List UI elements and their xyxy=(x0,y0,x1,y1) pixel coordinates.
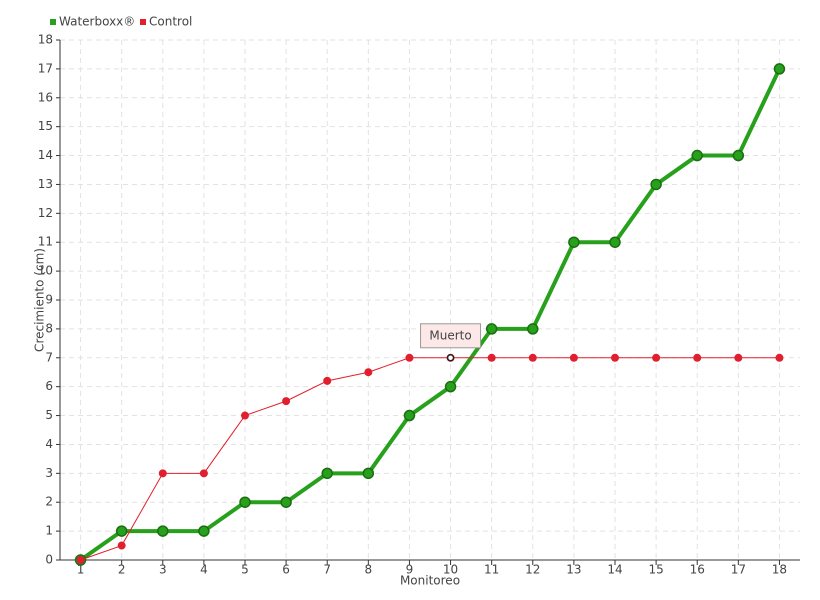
data-point xyxy=(403,409,416,422)
data-point xyxy=(117,541,126,550)
x-tick-label: 15 xyxy=(648,563,663,577)
data-point xyxy=(528,353,537,362)
y-tick-label: 15 xyxy=(38,119,53,133)
x-tick-label: 3 xyxy=(159,563,167,577)
data-point xyxy=(364,368,373,377)
data-point xyxy=(241,411,249,420)
data-point xyxy=(444,380,457,393)
data-point xyxy=(732,149,745,162)
y-tick-label: 16 xyxy=(38,90,53,104)
y-tick-label: 3 xyxy=(45,466,53,480)
x-tick-label: 11 xyxy=(484,563,499,577)
data-point xyxy=(76,556,85,564)
data-point xyxy=(115,525,128,537)
data-point xyxy=(198,525,210,537)
legend-swatch xyxy=(50,19,56,25)
data-point xyxy=(405,353,414,362)
legend-swatch xyxy=(140,19,146,25)
y-tick-label: 18 xyxy=(38,33,53,47)
x-tick-label: 4 xyxy=(200,563,208,577)
data-point xyxy=(321,467,333,480)
data-point xyxy=(362,467,375,480)
y-tick-label: 14 xyxy=(38,148,53,162)
data-point xyxy=(773,63,786,75)
data-point xyxy=(569,353,578,362)
x-tick-label: 17 xyxy=(731,563,746,577)
legend-label: Control xyxy=(149,15,192,29)
annotation-text: Muerto xyxy=(429,328,471,342)
data-point xyxy=(693,353,702,362)
x-tick-label: 1 xyxy=(77,563,85,577)
x-tick-label: 8 xyxy=(365,563,373,577)
y-tick-label: 11 xyxy=(38,235,53,249)
x-tick-label: 14 xyxy=(607,563,622,577)
y-tick-label: 8 xyxy=(45,321,53,335)
data-point xyxy=(734,353,743,362)
data-point xyxy=(568,236,580,248)
data-point xyxy=(775,353,784,362)
data-point xyxy=(280,496,292,508)
y-tick-label: 7 xyxy=(45,350,53,364)
data-point xyxy=(527,323,539,335)
y-tick-label: 17 xyxy=(38,61,53,75)
series-line xyxy=(79,68,782,562)
y-tick-label: 2 xyxy=(45,495,53,509)
y-tick-label: 10 xyxy=(38,264,53,278)
data-point xyxy=(323,376,332,385)
y-tick-label: 0 xyxy=(45,553,53,567)
data-point xyxy=(611,353,619,362)
x-tick-label: 13 xyxy=(566,563,581,577)
y-tick-label: 4 xyxy=(45,437,53,451)
y-tick-label: 6 xyxy=(45,379,53,393)
annotation-point xyxy=(446,354,455,362)
x-tick-label: 10 xyxy=(443,563,458,577)
x-tick-label: 2 xyxy=(118,563,126,577)
y-axis-label: Crecimiento (cm) xyxy=(33,248,47,352)
data-point xyxy=(650,178,662,191)
legend-label: Waterboxx® xyxy=(59,15,135,29)
y-tick-label: 9 xyxy=(45,293,53,307)
data-point xyxy=(609,236,621,248)
data-point xyxy=(239,496,251,508)
data-point xyxy=(485,323,498,335)
data-point xyxy=(487,353,496,362)
x-tick-label: 6 xyxy=(282,563,290,577)
data-point xyxy=(199,469,208,478)
x-tick-label: 12 xyxy=(525,563,540,577)
data-point xyxy=(158,469,167,478)
y-tick-label: 13 xyxy=(38,177,53,191)
data-point xyxy=(157,525,169,537)
y-tick-label: 1 xyxy=(45,524,53,538)
y-tick-label: 5 xyxy=(45,408,53,422)
x-tick-label: 7 xyxy=(323,563,331,577)
x-axis-label: Monitoreo xyxy=(400,574,460,588)
x-tick-label: 16 xyxy=(690,563,705,577)
data-point xyxy=(652,353,661,362)
data-point xyxy=(691,149,703,162)
y-tick-label: 12 xyxy=(38,206,53,220)
data-point xyxy=(282,397,291,406)
x-tick-label: 9 xyxy=(406,563,414,577)
x-tick-label: 18 xyxy=(772,563,787,577)
x-tick-label: 5 xyxy=(241,563,249,577)
annotation-box xyxy=(420,323,482,349)
series-line xyxy=(80,357,780,561)
